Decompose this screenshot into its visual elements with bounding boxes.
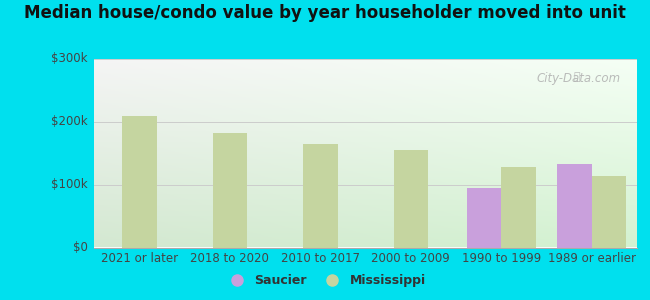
Bar	[558, 164, 592, 248]
Bar	[501, 167, 536, 247]
Text: $200k: $200k	[51, 115, 88, 128]
Bar	[122, 116, 157, 248]
Text: Median house/condo value by year householder moved into unit: Median house/condo value by year househo…	[24, 4, 626, 22]
Bar	[303, 144, 337, 248]
Text: City-Data.com: City-Data.com	[537, 72, 621, 85]
Text: $0: $0	[73, 241, 88, 254]
Bar	[592, 176, 626, 247]
Bar	[213, 133, 247, 248]
Legend: Saucier, Mississippi: Saucier, Mississippi	[220, 269, 430, 292]
Text: $300k: $300k	[51, 52, 88, 65]
Text: ⓘ: ⓘ	[573, 72, 580, 82]
Bar	[394, 150, 428, 248]
Bar	[467, 188, 501, 248]
Text: $100k: $100k	[51, 178, 88, 191]
